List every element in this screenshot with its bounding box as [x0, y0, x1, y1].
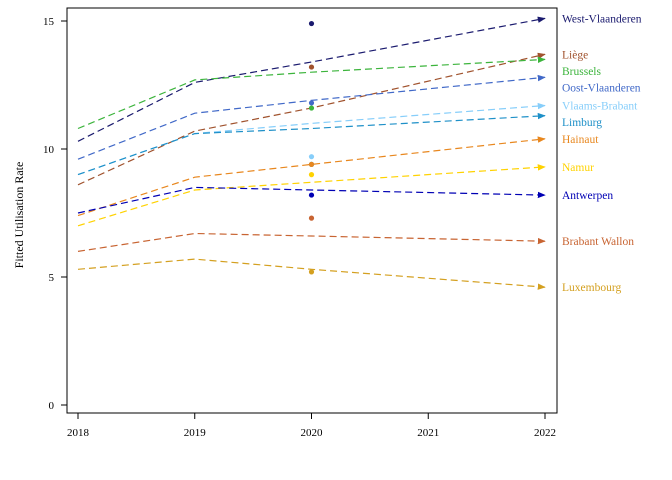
- x-tick-label-2020: 2020: [301, 427, 324, 439]
- observed-point-brussels: [308, 105, 315, 111]
- series-label-namur: Namur: [562, 162, 594, 174]
- x-tick-label-2018: 2018: [67, 427, 90, 439]
- observed-point-luxembourg: [308, 269, 315, 275]
- observed-point-hainaut: [308, 161, 315, 167]
- observed-point-vlaams-brabant: [308, 154, 315, 160]
- series-label-antwerpen: Antwerpen: [562, 190, 613, 202]
- observed-point-oost-vlaanderen: [308, 100, 315, 106]
- observed-points: [308, 20, 315, 275]
- series-line-liege: [77, 52, 546, 186]
- series-label-brussels: Brussels: [562, 66, 602, 78]
- series-label-brabant-wallon: Brabant Wallon: [562, 236, 634, 248]
- observed-point-brabant-wallon: [308, 215, 315, 221]
- y-axis: 0 5 10 15: [43, 16, 67, 412]
- y-tick-label-15: 15: [43, 16, 55, 28]
- series-label-luxembourg: Luxembourg: [562, 282, 621, 294]
- series-line-namur: [77, 164, 546, 227]
- series-line-hainaut: [77, 136, 546, 217]
- series-line-luxembourg: [77, 258, 546, 290]
- series-line-west-vlaanderen: [77, 16, 546, 142]
- x-tick-label-2022: 2022: [534, 427, 556, 439]
- series-line-antwerpen: [77, 186, 546, 214]
- x-tick-label-2019: 2019: [184, 427, 207, 439]
- x-tick-label-2021: 2021: [417, 427, 439, 439]
- y-axis-title: Fitted Utilisation Rate: [12, 162, 26, 269]
- series-lines: [77, 16, 546, 290]
- series-label-hainaut: Hainaut: [562, 134, 599, 146]
- series-line-brabant-wallon: [77, 232, 546, 252]
- series-label-oost-vlaanderen: Oost-Vlaanderen: [562, 82, 641, 94]
- observed-point-liege: [308, 64, 315, 70]
- observed-point-namur: [308, 172, 315, 178]
- y-tick-label-5: 5: [49, 272, 55, 284]
- series-label-west-vlaanderen: West-Vlaanderen: [562, 13, 642, 25]
- observed-point-antwerpen: [308, 192, 315, 198]
- series-line-brussels: [77, 56, 546, 130]
- y-tick-label-0: 0: [49, 400, 55, 412]
- series-labels: West-Vlaanderen Liège Brussels Oost-Vlaande…: [562, 13, 642, 294]
- series-line-oost-vlaanderen: [77, 74, 546, 160]
- observed-point-west-vlaanderen: [308, 20, 315, 27]
- series-line-limburg: [77, 112, 546, 176]
- series-label-liege: Liège: [562, 49, 588, 61]
- y-tick-label-10: 10: [43, 144, 55, 156]
- series-label-vlaams-brabant: Vlaams-Brabant: [562, 100, 638, 112]
- x-axis: 2018 2019 2020 2021 2022: [67, 413, 556, 439]
- series-label-limburg: Limburg: [562, 117, 602, 129]
